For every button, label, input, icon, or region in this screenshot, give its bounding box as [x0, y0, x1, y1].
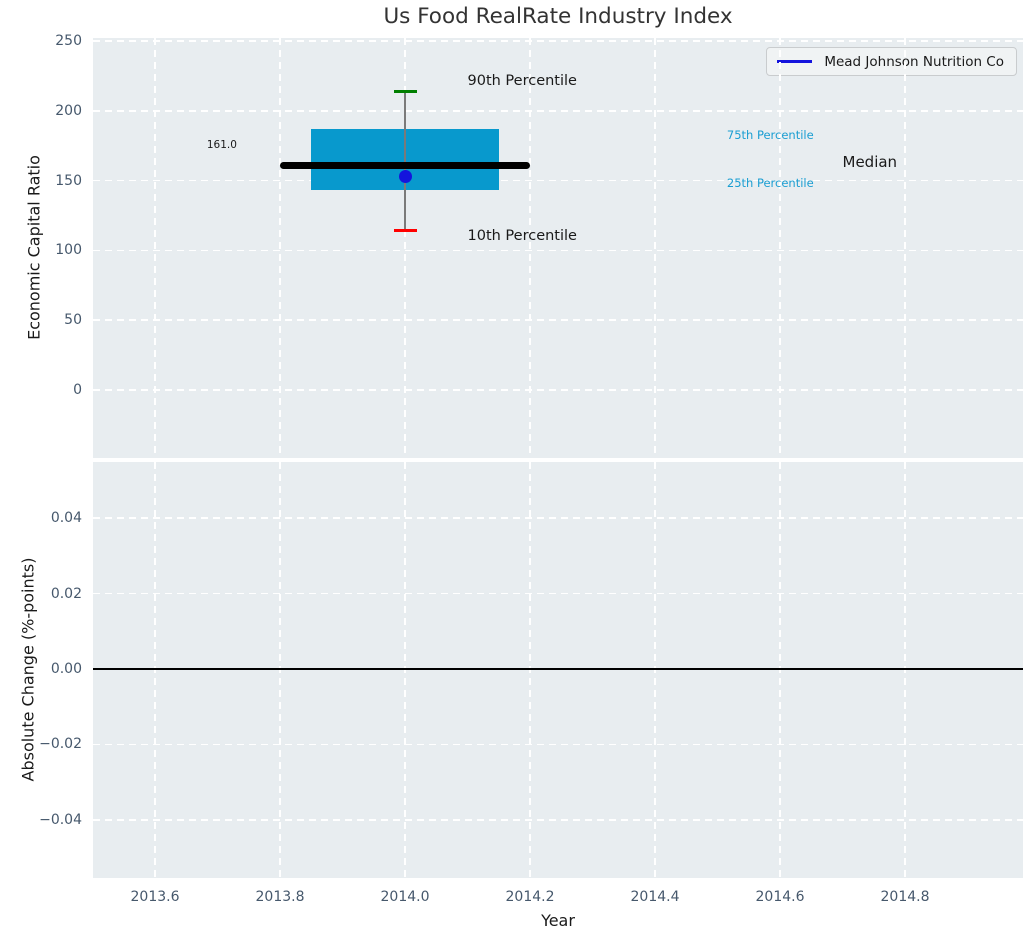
- company-marker: [398, 169, 412, 183]
- y-tick-label: 250: [55, 33, 82, 49]
- gridline-vertical: [154, 462, 156, 878]
- median-line: [280, 161, 530, 169]
- top-plot-area: Mead Johnson Nutrition Co 90th Percentil…: [93, 38, 1023, 458]
- x-tick-label: 2014.0: [380, 889, 430, 905]
- y-tick-label: 0: [73, 382, 82, 398]
- x-axis-label: Year: [541, 911, 575, 930]
- cap-10th-percentile: [393, 229, 417, 233]
- gridline-horizontal: [93, 592, 1023, 595]
- annotation: Median: [842, 152, 898, 171]
- legend-label: Mead Johnson Nutrition Co: [824, 53, 1004, 70]
- gridline-vertical: [904, 38, 906, 458]
- annotation: 75th Percentile: [726, 127, 814, 142]
- gridline-horizontal: [93, 319, 1023, 321]
- gridline-vertical: [154, 38, 156, 458]
- cap-90th-percentile: [393, 89, 417, 93]
- legend: Mead Johnson Nutrition Co: [766, 47, 1017, 76]
- x-tick-label: 2013.6: [130, 889, 180, 905]
- y-tick-label: 0.04: [50, 510, 82, 527]
- y-tick-label: −0.02: [39, 736, 82, 753]
- annotation: 161.0: [206, 138, 237, 151]
- x-tick-label: 2014.6: [755, 889, 805, 905]
- y-tick-label: 50: [64, 312, 82, 329]
- gridline-vertical: [529, 38, 531, 458]
- gridline-vertical: [904, 462, 906, 878]
- gridline-vertical: [404, 462, 406, 878]
- gridline-vertical: [529, 462, 531, 878]
- chart-title: Us Food RealRate Industry Index: [383, 4, 733, 29]
- gridline-vertical: [279, 38, 281, 458]
- gridline-vertical: [654, 462, 656, 878]
- gridline-horizontal: [93, 743, 1023, 746]
- gridline-horizontal: [93, 249, 1023, 252]
- x-tick-label: 2013.8: [255, 889, 305, 905]
- gridline-vertical: [779, 462, 781, 878]
- y-tick-label: 150: [55, 172, 82, 189]
- y-tick-label: 0.02: [50, 585, 82, 602]
- zero-reference-line: [93, 668, 1023, 670]
- gridline-horizontal: [93, 179, 1023, 182]
- annotation: 10th Percentile: [467, 228, 577, 245]
- y-tick-label: 0.00: [50, 661, 82, 677]
- whisker-line: [404, 91, 406, 231]
- annotation: 90th Percentile: [467, 73, 577, 90]
- bottom-plot-area: [93, 462, 1023, 878]
- annotation: 25th Percentile: [726, 176, 814, 191]
- y-tick-label: 100: [55, 242, 82, 259]
- x-tick-label: 2014.2: [505, 889, 555, 905]
- y-tick-label: −0.04: [39, 811, 82, 828]
- y-tick-label: 200: [55, 102, 82, 119]
- gridline-vertical: [404, 38, 406, 458]
- gridline-vertical: [654, 38, 656, 458]
- x-tick-label: 2014.8: [880, 889, 930, 905]
- gridline-horizontal: [93, 517, 1023, 519]
- legend-line-sample: [777, 60, 813, 63]
- gridline-vertical: [279, 462, 281, 878]
- gridline-vertical: [779, 38, 781, 458]
- gridline-horizontal: [93, 819, 1023, 821]
- gridline-horizontal: [93, 110, 1023, 112]
- x-tick-label: 2014.4: [630, 889, 680, 905]
- gridline-horizontal: [93, 389, 1023, 391]
- gridline-horizontal: [93, 40, 1023, 42]
